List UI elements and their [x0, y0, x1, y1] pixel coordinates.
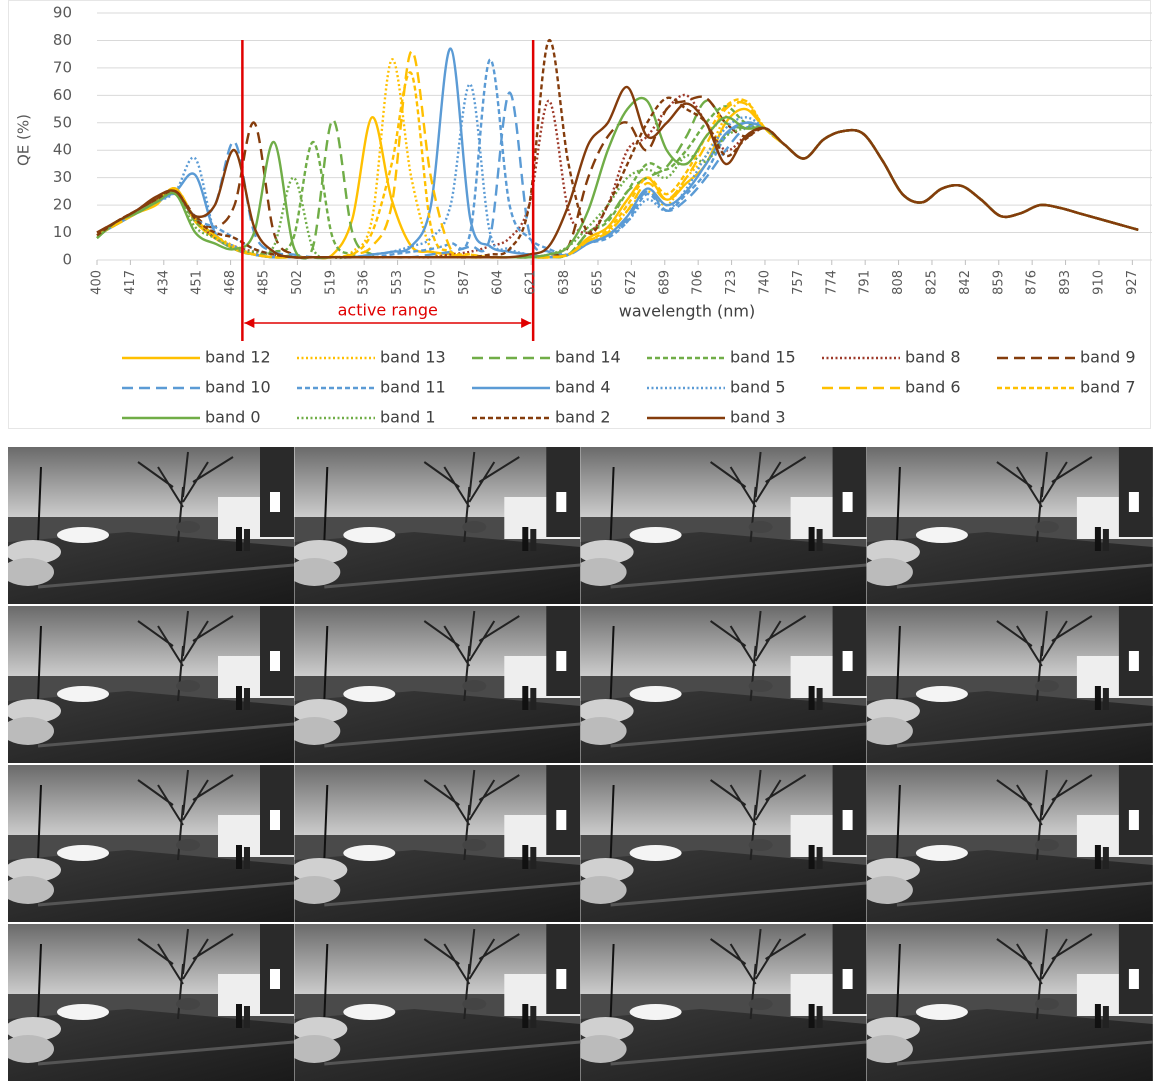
- x-tick-label: 740: [757, 270, 772, 295]
- y-tick-label: 20: [53, 196, 72, 214]
- x-tick-label: 791: [858, 270, 873, 295]
- y-tick-label: 90: [53, 4, 72, 22]
- photo: [861, 447, 1153, 604]
- x-tick-label: 587: [457, 270, 472, 295]
- photo-row-1: [2, 447, 1153, 604]
- x-tick-label: 859: [991, 270, 1006, 295]
- x-tick-label: 757: [791, 270, 806, 295]
- photo: [575, 924, 867, 1081]
- x-tick-label: 774: [824, 270, 839, 295]
- x-tick-label: 842: [958, 270, 973, 295]
- y-tick-label: 40: [53, 141, 72, 159]
- photo: [575, 606, 867, 763]
- legend: band 12 band 13 band 14 band 15 band 8 band 9…: [122, 348, 1136, 427]
- x-tick-label: 672: [624, 270, 639, 295]
- axes: 0 10 20 30 40 50 60 70 80 90 400 417 434 451 468 485 502…: [53, 4, 1140, 295]
- series-line: [97, 127, 1138, 258]
- annotation: active range: [242, 40, 533, 341]
- photo: [861, 924, 1153, 1081]
- photo-row-3: [2, 765, 1153, 922]
- photo: [288, 606, 580, 763]
- photo-row-2: [2, 606, 1153, 763]
- legend-label: band 13: [380, 348, 446, 367]
- legend-label: band 8: [905, 348, 961, 367]
- legend-label: band 0: [205, 408, 261, 427]
- x-tick-label: 434: [156, 270, 171, 295]
- photo: [2, 765, 294, 922]
- legend-label: band 6: [905, 378, 961, 397]
- range-label: active range: [338, 301, 438, 320]
- legend-label: band 9: [1080, 348, 1136, 367]
- y-tick-label: 60: [53, 86, 72, 104]
- legend-label: band 7: [1080, 378, 1136, 397]
- photo: [575, 765, 867, 922]
- legend-label: band 14: [555, 348, 621, 367]
- photo: [288, 765, 580, 922]
- x-axis-label: wavelength (nm): [619, 302, 756, 321]
- x-tick-label: 910: [1091, 270, 1106, 295]
- legend-label: band 5: [730, 378, 786, 397]
- y-tick-label: 80: [53, 31, 72, 49]
- legend-label: band 10: [205, 378, 271, 397]
- x-tick-label: 706: [691, 270, 706, 295]
- y-tick-label: 50: [53, 113, 72, 131]
- chart: active range 0 10 20 30 40 50 60 70 80 90 400 417 43…: [0, 0, 1153, 440]
- x-tick-label: 485: [256, 270, 271, 295]
- x-tick-label: 927: [1125, 270, 1140, 295]
- photo: [2, 447, 294, 604]
- x-tick-label: 689: [657, 270, 672, 295]
- x-tick-label: 723: [724, 270, 739, 295]
- photo: [288, 924, 580, 1081]
- y-tick-label: 10: [53, 223, 72, 241]
- x-tick-label: 417: [123, 270, 138, 295]
- photo: [2, 606, 294, 763]
- arrow-head: [521, 318, 531, 328]
- x-tick-label: 638: [557, 270, 572, 295]
- y-tick-label: 30: [53, 168, 72, 186]
- photo-grid: [0, 440, 1153, 1081]
- y-tick-label: 70: [53, 58, 72, 76]
- legend-label: band 15: [730, 348, 796, 367]
- photo: [861, 606, 1153, 763]
- page: {"chart_data": {"type": "line", "y_label…: [0, 0, 1153, 1081]
- photo: [288, 447, 580, 604]
- photo-row-4: [2, 924, 1153, 1081]
- x-tick-label: 825: [924, 270, 939, 295]
- x-tick-label: 604: [490, 270, 505, 295]
- x-tick-label: 502: [290, 270, 305, 295]
- x-tick-label: 519: [323, 270, 338, 295]
- x-tick-label: 400: [90, 270, 105, 295]
- legend-label: band 1: [380, 408, 436, 427]
- legend-label: band 3: [730, 408, 786, 427]
- photo: [861, 765, 1153, 922]
- x-tick-label: 536: [357, 270, 372, 295]
- x-tick-label: 893: [1058, 270, 1073, 295]
- x-tick-label: 621: [524, 270, 539, 295]
- x-tick-label: 553: [390, 270, 405, 295]
- plot-lines: [97, 40, 1138, 258]
- x-tick-label: 876: [1025, 270, 1040, 295]
- photo: [2, 924, 294, 1081]
- arrow-head: [244, 318, 254, 328]
- legend-label: band 11: [380, 378, 446, 397]
- legend-label: band 4: [555, 378, 611, 397]
- legend-label: band 12: [205, 348, 271, 367]
- x-tick-label: 808: [891, 270, 906, 295]
- x-tick-label: 570: [423, 270, 438, 295]
- y-tick-label: 0: [62, 251, 72, 269]
- x-tick-label: 451: [190, 270, 205, 295]
- photo: [575, 447, 867, 604]
- y-axis-label: QE (%): [15, 114, 33, 166]
- x-tick-label: 468: [223, 270, 238, 295]
- legend-label: band 2: [555, 408, 611, 427]
- x-tick-label: 655: [590, 270, 605, 295]
